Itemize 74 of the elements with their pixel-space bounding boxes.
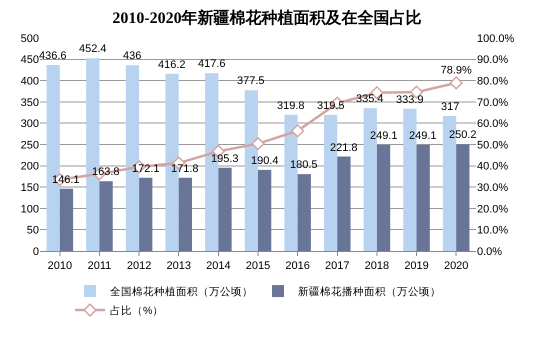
x-tick-label: 2011 — [88, 260, 112, 272]
data-label: 163.8 — [92, 166, 120, 178]
data-label: 377.5 — [237, 75, 265, 87]
x-tick-label: 2019 — [404, 260, 429, 272]
data-label: 319.8 — [277, 100, 305, 112]
data-label: 333.9 — [396, 94, 424, 106]
y2-tick-label: 30.0% — [477, 182, 508, 194]
y-tick-label: 200 — [20, 160, 39, 173]
y2-tick-label: 20.0% — [477, 203, 508, 216]
y-tick-label: 450 — [20, 54, 39, 66]
bar — [258, 170, 272, 251]
data-label: 190.4 — [251, 155, 279, 167]
x-tick-label: 2018 — [364, 260, 390, 272]
y-tick-label: 250 — [20, 139, 39, 152]
x-tick-label: 2012 — [126, 260, 152, 272]
y2-tick-label: 80.0% — [477, 75, 508, 88]
bar — [337, 156, 351, 251]
data-label: 172.1 — [132, 163, 160, 175]
data-label: 195.3 — [211, 153, 239, 165]
legend-label: 占比（%） — [110, 304, 164, 318]
data-label: 436 — [123, 50, 142, 62]
data-label: 250.2 — [449, 129, 477, 141]
legend-label: 全国棉花种植面积（万公顷） — [110, 285, 253, 298]
x-tick-label: 2017 — [325, 260, 350, 272]
y-tick-label: 50 — [26, 224, 39, 237]
point — [450, 76, 463, 90]
y2-tick-label: 100.0% — [477, 32, 515, 45]
point — [291, 124, 304, 138]
x-tick-label: 2010 — [48, 260, 72, 272]
bar — [139, 178, 152, 251]
bar — [298, 174, 311, 251]
y2-tick-label: 60.0% — [477, 118, 508, 130]
bar — [376, 144, 390, 251]
data-label: 249.1 — [370, 130, 398, 142]
y2-tick-label: 10.0% — [477, 224, 508, 237]
x-tick-label: 2014 — [206, 260, 231, 272]
bar — [178, 178, 192, 251]
y2-tick-label: 40.0% — [477, 160, 508, 173]
y-tick-label: 300 — [20, 118, 39, 130]
bar — [60, 188, 74, 251]
data-label: 221.8 — [330, 142, 358, 154]
y2-tick-label: 50.0% — [477, 139, 508, 152]
y2-tick-label: 0.0% — [477, 246, 502, 258]
bar — [218, 168, 232, 251]
data-label: 452.4 — [79, 43, 107, 55]
data-label: 180.5 — [290, 159, 318, 171]
data-label: 436.6 — [39, 50, 67, 62]
data-label: 416.2 — [158, 59, 186, 71]
data-label: 335.4 — [356, 93, 384, 105]
y2-tick-label: 90.0% — [477, 54, 508, 66]
bar — [456, 144, 470, 251]
legend-label: 新疆棉花播种面积（万公顷） — [298, 285, 441, 298]
x-tick-label: 2015 — [246, 260, 270, 272]
y-tick-label: 100 — [20, 203, 39, 216]
x-tick-label: 2020 — [444, 260, 468, 272]
chart-title: 2010-2020年新疆棉花种植面积及在全国占比 — [112, 8, 422, 27]
data-label: 317 — [441, 101, 460, 113]
bar — [416, 144, 430, 251]
y-tick-label: 400 — [20, 75, 39, 88]
data-label: 171.8 — [171, 163, 199, 175]
x-tick-label: 2016 — [285, 260, 310, 272]
data-label: 78.9% — [440, 64, 472, 77]
y2-tick-label: 70.0% — [477, 96, 508, 109]
data-label: 249.1 — [409, 130, 437, 142]
data-label: 417.6 — [198, 58, 226, 70]
bar — [99, 181, 113, 251]
y-tick-label: 500 — [20, 32, 39, 45]
y-tick-label: 150 — [20, 182, 39, 194]
point — [251, 137, 265, 150]
data-label: 319.5 — [317, 100, 345, 112]
data-label: 146.1 — [52, 174, 80, 186]
x-tick-label: 2013 — [166, 260, 191, 272]
y-tick-label: 0 — [32, 246, 39, 258]
y-tick-label: 350 — [20, 96, 39, 109]
